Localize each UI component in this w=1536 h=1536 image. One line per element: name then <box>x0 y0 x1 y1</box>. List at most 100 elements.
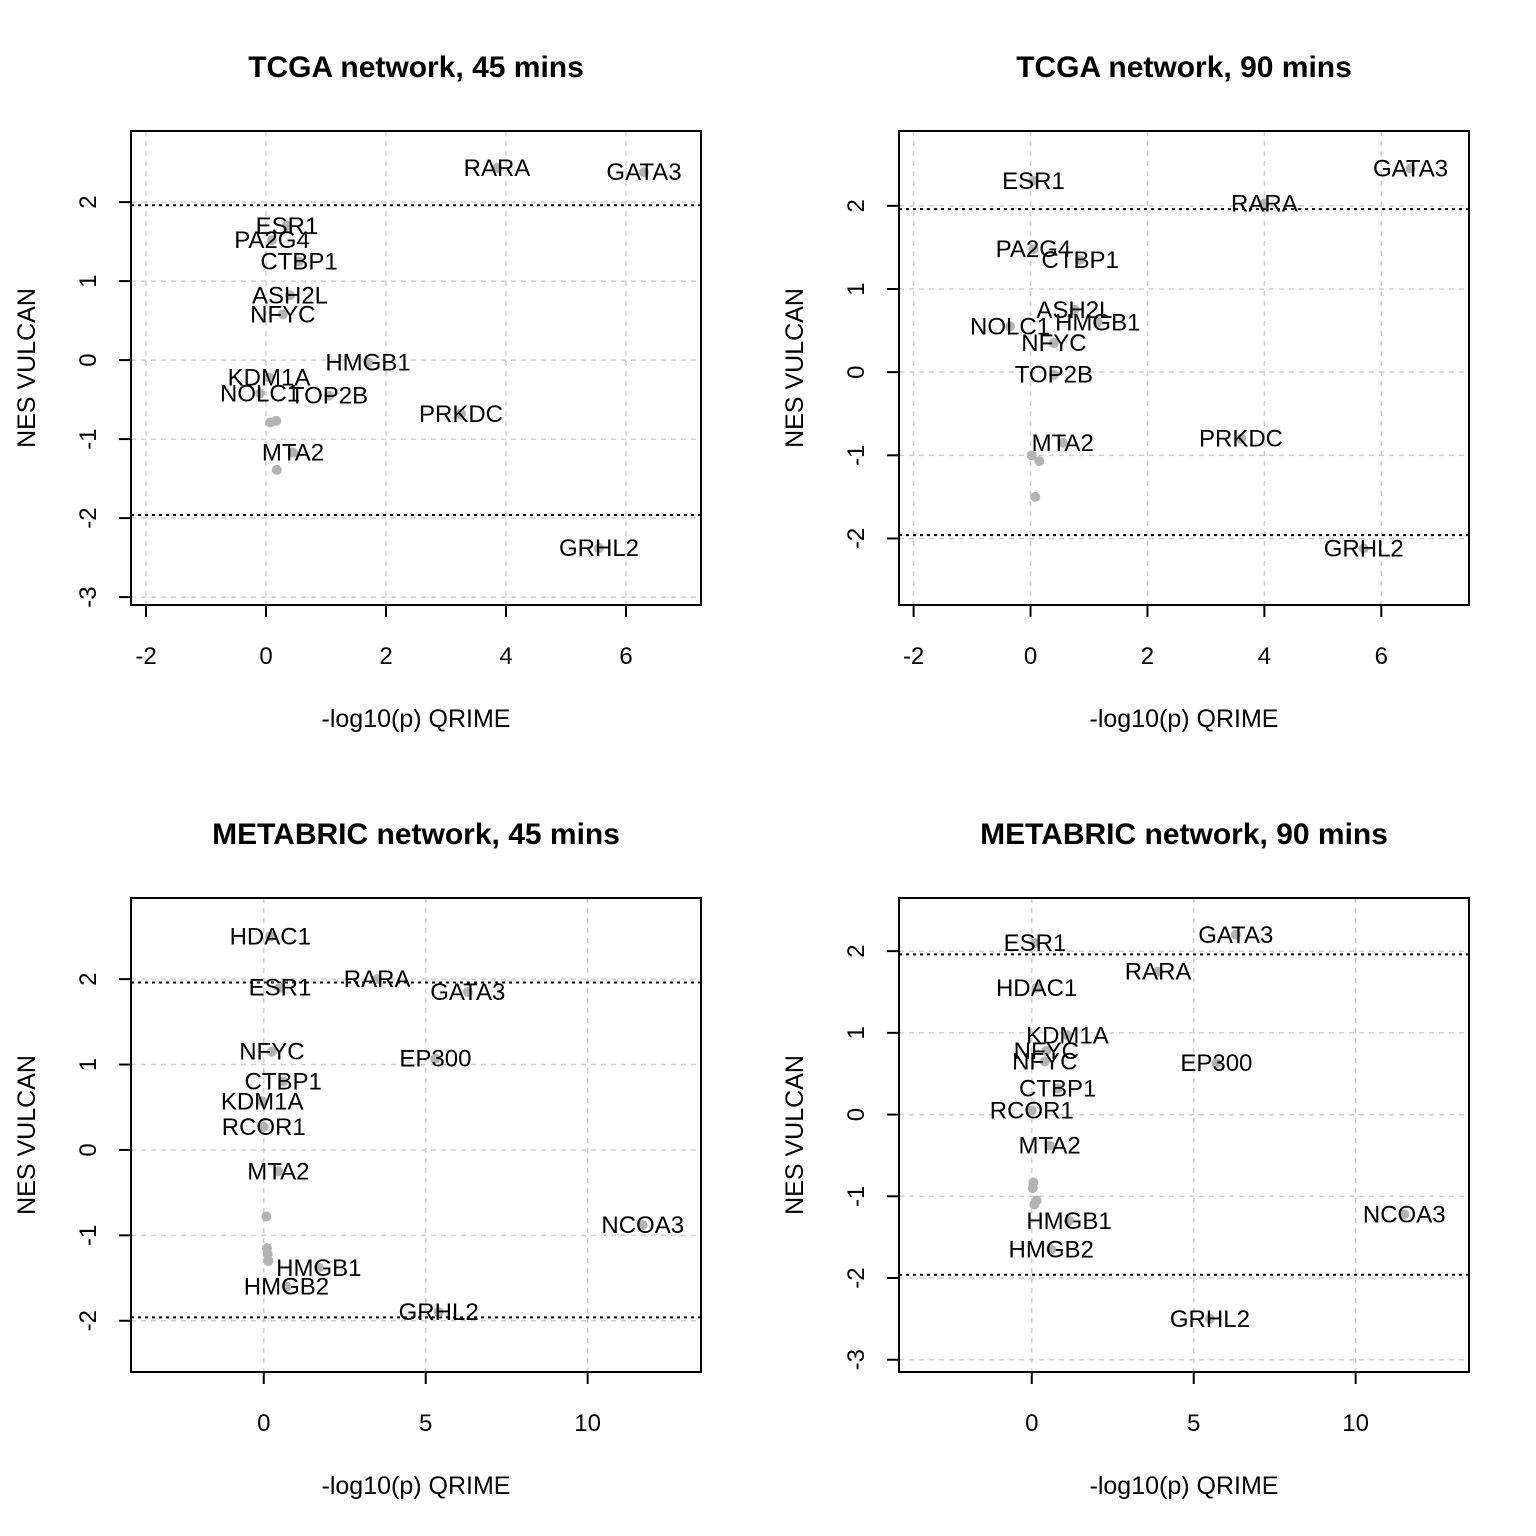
data-point <box>639 167 649 178</box>
y-tick-label: 1 <box>75 274 102 287</box>
data-point <box>1026 1105 1037 1116</box>
point-label: GRHL2 <box>559 535 639 562</box>
point-label: ESR1 <box>256 213 319 240</box>
data-point <box>281 1281 292 1292</box>
y-axis-label: NES VULCAN <box>781 288 809 448</box>
data-point <box>1030 937 1041 948</box>
data-point <box>277 309 288 320</box>
y-tick-label: -3 <box>843 1349 870 1370</box>
data-point <box>433 1307 444 1318</box>
y-tick-label: -1 <box>75 1225 102 1246</box>
y-tick-label: -2 <box>843 528 870 549</box>
point-label: PRKDC <box>419 401 503 428</box>
data-point <box>430 1053 441 1064</box>
x-tick-label: 4 <box>1258 643 1271 670</box>
data-point <box>294 256 304 267</box>
data-point <box>265 931 276 942</box>
point-label: TOP2B <box>1015 362 1093 389</box>
data-point <box>266 1046 277 1057</box>
chart-title: TCGA network, 45 mins <box>248 51 584 84</box>
point-label: NFYC <box>1021 330 1086 357</box>
point-label: CTBP1 <box>245 1069 322 1096</box>
data-point <box>456 408 466 419</box>
x-tick-label: 6 <box>1375 643 1388 670</box>
point-label: HDAC1 <box>230 923 311 950</box>
data-point <box>258 1121 269 1132</box>
data-point <box>1230 929 1241 940</box>
x-tick-label: -2 <box>135 643 156 670</box>
point-label: TOP2B <box>290 383 368 410</box>
x-axis-label: -log10(p) QRIME <box>1090 705 1279 733</box>
data-point <box>271 464 282 475</box>
point-label: GATA3 <box>606 159 681 186</box>
data-point <box>1034 456 1045 467</box>
data-point <box>1041 1045 1052 1056</box>
y-tick-label: 1 <box>843 1026 870 1039</box>
x-tick-label: 0 <box>1025 1410 1038 1437</box>
point-label: MTA2 <box>247 1158 309 1185</box>
data-point <box>1039 1056 1050 1067</box>
data-point <box>1027 1183 1038 1194</box>
point-label: ESR1 <box>1004 930 1067 957</box>
data-point <box>257 1096 268 1107</box>
point-label: ASH2L <box>1036 297 1112 324</box>
y-axis-label: NES VULCAN <box>13 1055 41 1215</box>
point-label: NCOA3 <box>1363 1201 1446 1228</box>
data-point <box>1028 175 1039 186</box>
point-label: NFYC <box>239 1039 304 1066</box>
x-tick-label: 6 <box>619 643 632 670</box>
x-axis-label: -log10(p) QRIME <box>322 705 511 733</box>
point-label: GATA3 <box>1373 155 1448 182</box>
data-point <box>264 372 274 383</box>
point-label: CTBP1 <box>1019 1075 1096 1102</box>
point-label: ESR1 <box>249 975 312 1002</box>
y-tick-label: 0 <box>75 353 102 366</box>
point-label: KDM1A <box>1026 1022 1109 1049</box>
point-label: KDM1A <box>228 364 311 391</box>
data-point <box>1153 966 1164 977</box>
chart-title: TCGA network, 90 mins <box>1016 51 1352 84</box>
data-point <box>267 235 277 246</box>
data-point <box>263 1255 274 1266</box>
data-point <box>1057 437 1068 448</box>
y-axis-label: NES VULCAN <box>13 288 41 448</box>
point-label: NFYC <box>1012 1048 1077 1075</box>
data-point <box>1358 543 1369 554</box>
data-point <box>1405 163 1416 174</box>
point-label: HMGB1 <box>1055 309 1140 336</box>
y-tick-label: -2 <box>843 1267 870 1288</box>
x-tick-label: 0 <box>1024 643 1037 670</box>
point-label: EP300 <box>1180 1050 1252 1077</box>
point-label: GATA3 <box>1198 922 1273 949</box>
chart-title: METABRIC network, 45 mins <box>212 818 620 851</box>
data-point <box>273 1166 284 1177</box>
data-point <box>274 982 285 993</box>
data-point <box>255 388 265 399</box>
data-point <box>1048 369 1059 380</box>
point-label: GRHL2 <box>1170 1306 1250 1333</box>
data-point <box>637 1220 648 1231</box>
point-label: HMGB1 <box>1026 1208 1111 1235</box>
point-label: NOLC1 <box>220 380 300 407</box>
data-point <box>1031 982 1042 993</box>
point-label: CTBP1 <box>260 248 337 275</box>
data-point <box>1259 198 1270 209</box>
y-tick-label: 0 <box>75 1143 102 1156</box>
point-label: PRKDC <box>1199 426 1283 453</box>
point-label: RARA <box>344 966 411 993</box>
point-label: MTA2 <box>1032 430 1094 457</box>
data-point <box>1052 1083 1063 1094</box>
data-point <box>324 390 334 401</box>
data-point <box>1026 450 1037 461</box>
point-label: ESR1 <box>1002 168 1065 195</box>
data-point <box>1029 1199 1040 1210</box>
point-label: PA2G4 <box>234 227 310 254</box>
point-label: RARA <box>1231 190 1298 217</box>
data-point <box>271 415 282 426</box>
data-point <box>1204 1313 1215 1324</box>
y-tick-label: -1 <box>843 445 870 466</box>
y-tick-label: 1 <box>75 1058 102 1071</box>
y-tick-label: -2 <box>75 1310 102 1331</box>
